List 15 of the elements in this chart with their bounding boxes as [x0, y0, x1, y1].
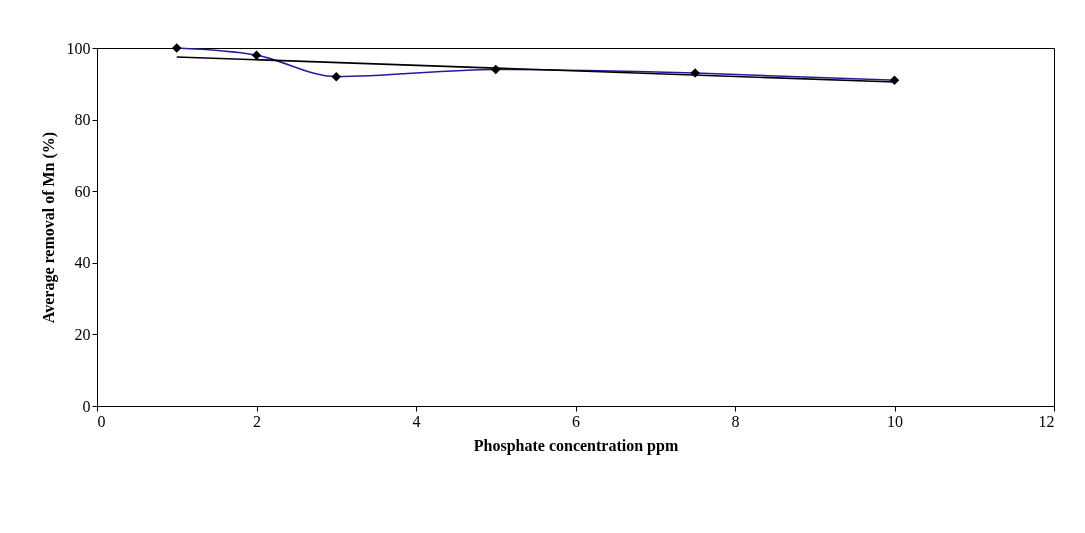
x-axis-title: Phosphate concentration ppm [473, 436, 679, 455]
x-tick-label: 4 [412, 412, 421, 430]
x-tick-label: 2 [253, 412, 261, 430]
y-tick-label: 40 [74, 254, 91, 272]
x-tick-label: 6 [572, 412, 580, 430]
y-axis-title: Average removal of Mn (%) [39, 131, 58, 324]
x-tick-label: 0 [97, 412, 106, 430]
y-tick-label: 20 [74, 325, 91, 343]
x-tick-label: 10 [887, 412, 903, 430]
x-tick-label: 8 [731, 412, 740, 430]
y-tick-label: 60 [74, 182, 91, 200]
y-tick-label: 0 [82, 397, 91, 415]
y-tick-label: 100 [66, 39, 91, 57]
x-tick-label: 12 [1038, 412, 1055, 430]
y-tick-label: 80 [74, 111, 91, 129]
